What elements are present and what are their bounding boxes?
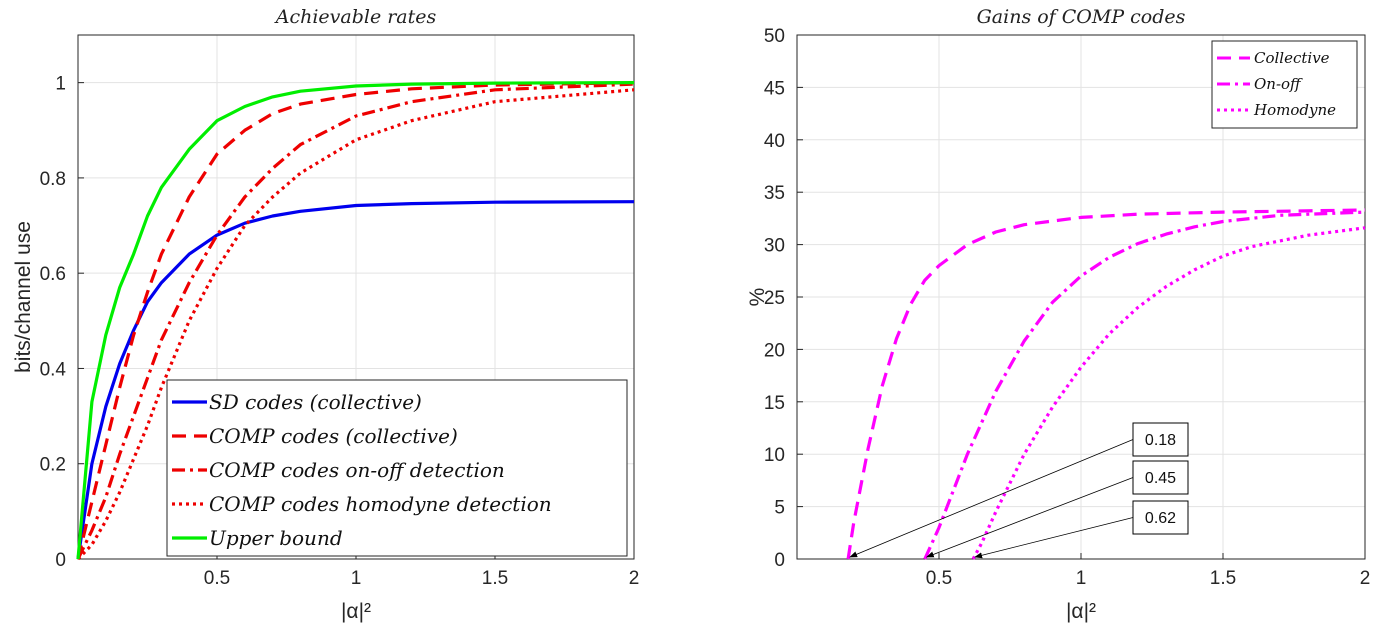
series-line-1 bbox=[76, 81, 635, 560]
legend-label: COMP codes homodyne detection bbox=[209, 492, 552, 516]
y-tick-label: 20 bbox=[764, 340, 785, 361]
series-line-2 bbox=[76, 82, 635, 560]
x-tick-label: 1.5 bbox=[482, 568, 508, 589]
x-axis-label: |α|² bbox=[341, 600, 371, 623]
legend-box bbox=[166, 379, 628, 557]
y-axis-label: % bbox=[746, 288, 769, 307]
y-tick-label: 0.6 bbox=[40, 264, 66, 285]
legend-label: Collective bbox=[1254, 49, 1330, 67]
x-tick-label: 1 bbox=[351, 568, 362, 589]
annotation-label: 0.45 bbox=[1145, 470, 1176, 487]
y-tick-label: 45 bbox=[764, 78, 785, 99]
annotation-label: 0.18 bbox=[1145, 432, 1176, 449]
legend-label: Upper bound bbox=[209, 526, 343, 550]
y-tick-label: 35 bbox=[764, 183, 785, 204]
y-tick-label: 0.2 bbox=[40, 455, 66, 476]
x-tick-label: 2 bbox=[629, 568, 640, 589]
series-line-2 bbox=[971, 226, 1366, 560]
y-tick-label: 0.4 bbox=[40, 359, 67, 380]
legend-label: SD codes (collective) bbox=[209, 390, 422, 414]
y-tick-label: 40 bbox=[764, 131, 785, 152]
y-tick-label: 10 bbox=[764, 445, 785, 466]
legend-label: COMP codes on-off detection bbox=[209, 458, 505, 482]
x-tick-label: 2 bbox=[1360, 568, 1371, 589]
annotation-arrow bbox=[849, 439, 1134, 558]
legend-label: On-off bbox=[1254, 75, 1303, 93]
y-tick-label: 25 bbox=[764, 288, 785, 309]
legend-label: Homodyne bbox=[1253, 101, 1336, 119]
series-line-3 bbox=[76, 88, 635, 561]
y-tick-label: 0 bbox=[55, 550, 66, 571]
y-tick-label: 0 bbox=[774, 550, 785, 571]
legend-label: COMP codes (collective) bbox=[209, 424, 458, 448]
annotation-box bbox=[1132, 422, 1189, 457]
annotation-arrow bbox=[974, 517, 1134, 559]
y-tick-label: 1 bbox=[55, 74, 66, 95]
series-line-4 bbox=[76, 81, 635, 560]
annotation-box bbox=[1132, 460, 1189, 495]
x-tick-label: 0.5 bbox=[926, 568, 952, 589]
series-line-1 bbox=[923, 210, 1366, 560]
series-line-0 bbox=[846, 208, 1366, 560]
y-tick-label: 50 bbox=[764, 26, 785, 47]
annotation-box bbox=[1132, 500, 1189, 535]
series-line-0 bbox=[76, 200, 635, 560]
x-tick-label: 1.5 bbox=[1210, 568, 1236, 589]
chart-title: Gains of COMP codes bbox=[977, 6, 1186, 28]
y-tick-label: 0.8 bbox=[40, 169, 66, 190]
annotation-arrow bbox=[925, 477, 1134, 558]
x-tick-label: 0.5 bbox=[204, 568, 230, 589]
y-tick-label: 15 bbox=[764, 393, 785, 414]
chart-title: Achievable rates bbox=[274, 6, 437, 28]
x-axis-label: |α|² bbox=[1066, 600, 1096, 623]
y-axis-label: bits/channel use bbox=[12, 221, 35, 373]
y-tick-label: 5 bbox=[774, 498, 785, 519]
annotation-label: 0.62 bbox=[1145, 510, 1176, 527]
x-tick-label: 1 bbox=[1076, 568, 1087, 589]
achievable-rates-plot: 0.5 1 1.5 2 0 0.2 0.4 0.6 0.8 1 Achievable rates |α… bbox=[12, 6, 639, 623]
y-tick-label: 30 bbox=[764, 236, 785, 257]
